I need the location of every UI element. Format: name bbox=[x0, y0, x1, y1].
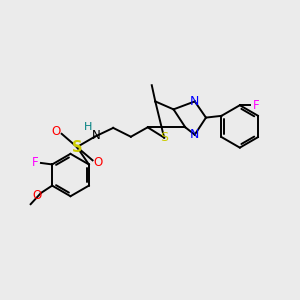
Text: O: O bbox=[52, 125, 61, 138]
Text: O: O bbox=[32, 189, 41, 203]
Text: F: F bbox=[32, 157, 38, 169]
Text: N: N bbox=[92, 129, 100, 142]
Text: H: H bbox=[84, 122, 92, 132]
Text: N: N bbox=[190, 128, 200, 141]
Text: N: N bbox=[190, 95, 200, 108]
Text: S: S bbox=[160, 131, 168, 144]
Text: O: O bbox=[93, 156, 103, 169]
Text: S: S bbox=[72, 140, 82, 154]
Text: F: F bbox=[253, 99, 259, 112]
